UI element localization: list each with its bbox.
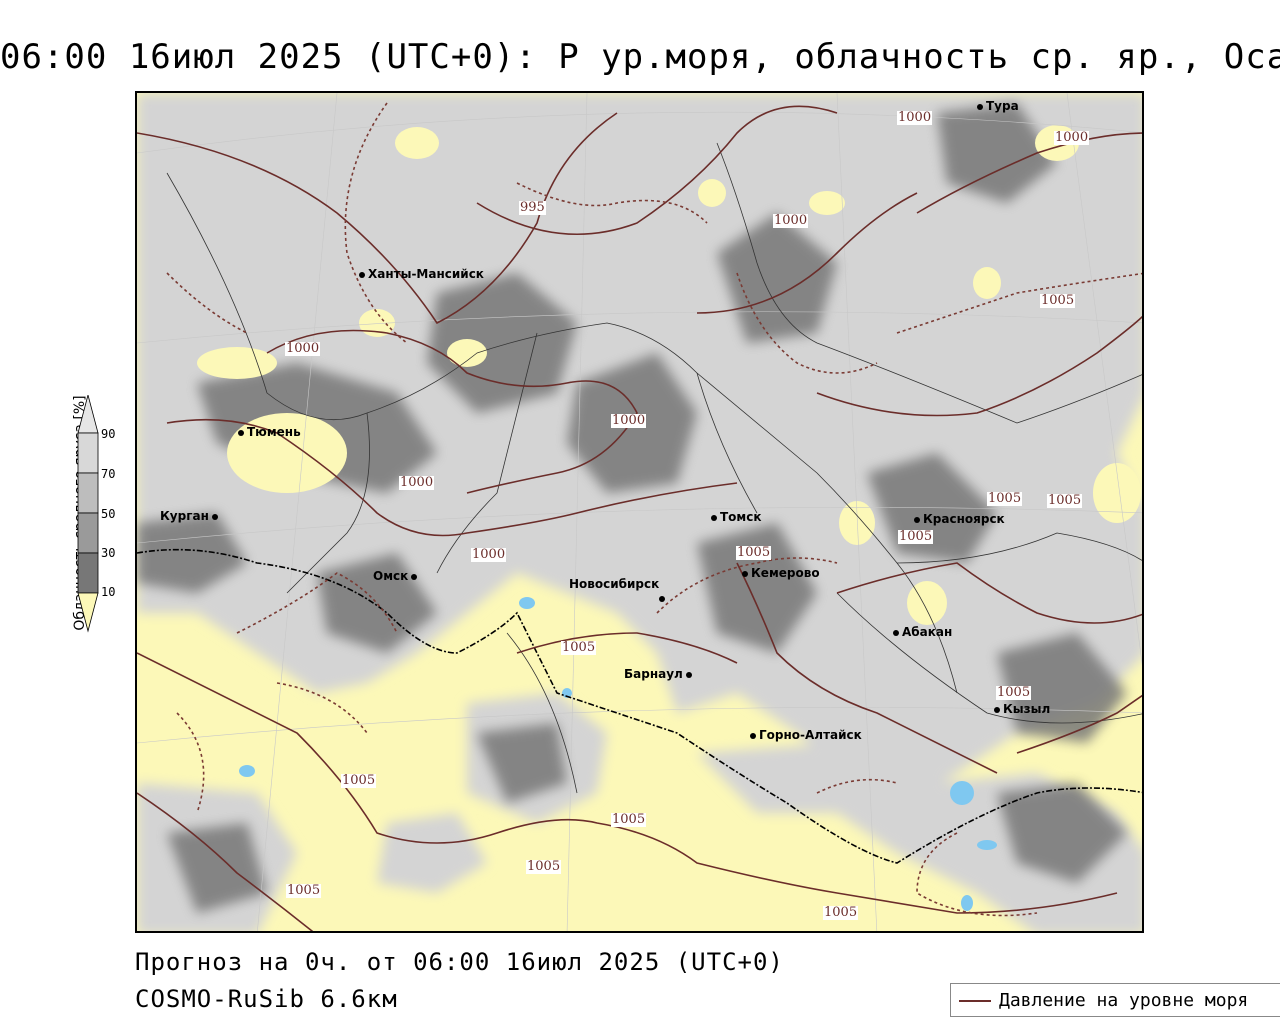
isobars: [137, 105, 1142, 931]
isobar-label: 1005: [341, 773, 377, 788]
isobar-label: 1005: [611, 812, 647, 827]
isobar-label: 1005: [898, 529, 934, 544]
city-gorno-altaysk: Горно-Алтайск: [750, 728, 862, 742]
city-tyumen: Тюмень: [238, 425, 301, 439]
isobar-label: 1000: [1054, 130, 1090, 145]
isobar-label: 995: [519, 200, 546, 215]
city-omsk: Омск: [373, 569, 420, 583]
isobar-label: 1005: [526, 859, 562, 874]
isobar-label: 1005: [1047, 493, 1083, 508]
city-kurgan: Курган: [160, 509, 221, 523]
weather-map[interactable]: Тура Ханты-Мансийск Тюмень Курган Омск Т…: [135, 91, 1144, 933]
pressure-legend: Давление на уровне моря: [950, 983, 1280, 1017]
isobar-label: 1000: [285, 341, 321, 356]
national-border: [137, 548, 1142, 864]
isobar-label: 1005: [286, 883, 322, 898]
legend-tick: 30: [101, 546, 116, 560]
cloud-cover-legend: Облачность среднего яруса [%] 90 70 50 3…: [48, 360, 115, 680]
legend-tick: 70: [101, 467, 116, 481]
model-info: COSMO-RuSib 6.6км: [135, 985, 398, 1013]
legend-tick: 10: [101, 585, 116, 599]
isobar-label: 1005: [561, 640, 597, 655]
city-abakan: Абакан: [893, 625, 952, 639]
city-novosibirsk: Новосибирск: [569, 577, 668, 605]
water-bodies: [239, 597, 997, 911]
city-barnaul: Барнаул: [624, 667, 695, 681]
pressure-legend-line: [959, 1000, 991, 1002]
city-kyzyl: Кызыл: [994, 702, 1050, 716]
isobar-label: 1000: [611, 413, 647, 428]
isobar-label: 1005: [987, 491, 1023, 506]
isobar-label: 1000: [471, 547, 507, 562]
legend-tick: 50: [101, 507, 116, 521]
legend-colorbar: [77, 395, 99, 633]
pressure-legend-label: Давление на уровне моря: [999, 990, 1249, 1011]
isobar-label: 1000: [773, 213, 809, 228]
isobar-label: 1005: [1040, 293, 1076, 308]
isobar-label: 1000: [897, 110, 933, 125]
map-title: 06:00 16июл 2025 (UTC+0): P ур.моря, обл…: [0, 37, 1280, 77]
isobar-label: 1005: [736, 545, 772, 560]
city-tura: Тура: [977, 99, 1019, 113]
city-kemerovo: Кемерово: [742, 566, 820, 580]
legend-tick: 90: [101, 427, 116, 441]
isobar-label: 1000: [399, 475, 435, 490]
isobar-label: 1005: [823, 905, 859, 920]
city-tomsk: Томск: [711, 510, 762, 524]
city-khanty-mansiysk: Ханты-Мансийск: [359, 267, 484, 281]
forecast-info: Прогноз на 0ч. от 06:00 16июл 2025 (UTC+…: [135, 948, 784, 976]
city-krasnoyarsk: Красноярск: [914, 512, 1005, 526]
isobar-label: 1005: [996, 685, 1032, 700]
isobars-dashed: [166, 102, 1142, 917]
